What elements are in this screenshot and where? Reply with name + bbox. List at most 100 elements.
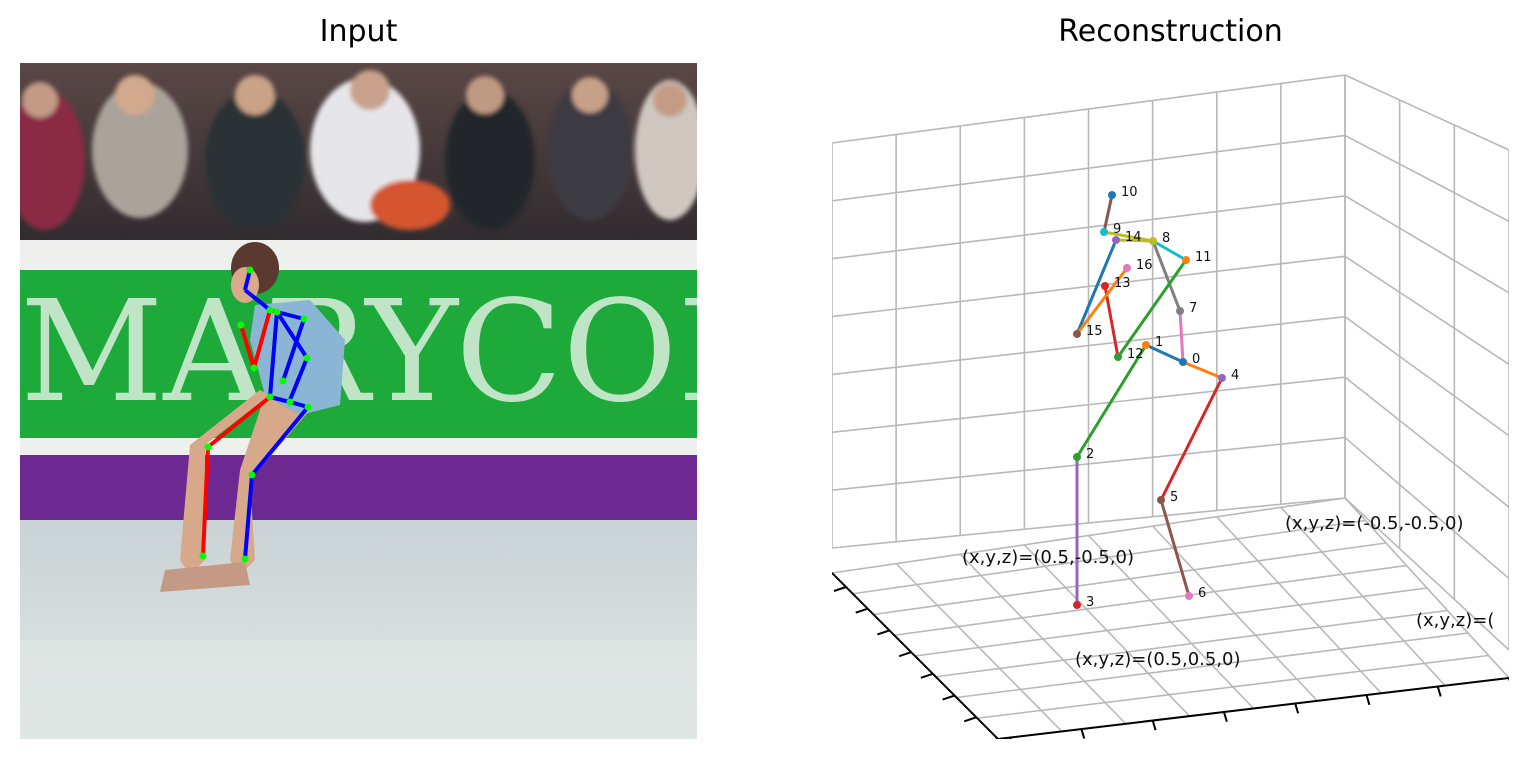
axis-tick <box>833 586 847 592</box>
skeleton-bones <box>1075 193 1224 607</box>
corner-label-back: (x,y,z)=(-0.5,-0.5,0) <box>1285 513 1464 534</box>
grid-line <box>1344 497 1509 679</box>
input-panel-title: Input <box>319 14 398 49</box>
grid-line <box>1280 506 1446 687</box>
joint-label-8: 8 <box>1162 231 1170 246</box>
skeleton-joint-11 <box>1182 256 1190 264</box>
bottom-axis-line <box>997 677 1509 739</box>
skeleton-joint-7 <box>1176 307 1184 315</box>
skeleton-bone-9-10 <box>1102 193 1114 234</box>
grid-line <box>1344 74 1509 151</box>
joint-label-7: 7 <box>1189 301 1197 316</box>
skeleton-joint-4 <box>1218 374 1226 382</box>
joint-label-14: 14 <box>1125 230 1142 245</box>
axis-tick <box>994 738 998 739</box>
joint-label-12: 12 <box>1127 347 1144 362</box>
joint-label-0: 0 <box>1192 352 1200 367</box>
grid-line <box>1344 134 1509 223</box>
corner-labels: (x,y,z)=(0.5,-0.5,0) (x,y,z)=(-0.5,-0.5,… <box>962 513 1494 670</box>
input-photo: MARYCOH <box>20 63 800 739</box>
skeleton-joint-15 <box>1073 330 1081 338</box>
skeleton-bone-0-7 <box>1178 309 1185 364</box>
banner-text: MARYCOH <box>20 271 800 434</box>
purple-stripe <box>20 455 697 525</box>
joint-label-1: 1 <box>1155 335 1163 350</box>
joint-label-11: 11 <box>1195 250 1212 265</box>
axis-tick <box>1508 678 1509 682</box>
joint-label-10: 10 <box>1121 185 1138 200</box>
grid-line <box>1087 534 1255 710</box>
grid-line <box>1344 255 1509 365</box>
skeleton-bone-12-13 <box>1103 284 1120 359</box>
joint-label-3: 3 <box>1086 595 1094 610</box>
axis-tick <box>877 629 890 636</box>
skeleton-bone-11-12 <box>1116 258 1188 359</box>
joint-label-13: 13 <box>1114 276 1131 291</box>
skeleton-bone-14-15 <box>1075 238 1118 336</box>
axis-tick <box>1365 694 1371 706</box>
grid-line <box>1344 316 1509 437</box>
axis-tick <box>1436 686 1442 697</box>
green-banner <box>20 270 697 438</box>
grid-line <box>832 497 1346 549</box>
grid-line <box>832 74 1346 144</box>
grid-line <box>959 553 1127 725</box>
skeleton-bone-7-8 <box>1151 239 1182 313</box>
grid-line <box>1023 544 1191 717</box>
skeleton-joint-14 <box>1112 236 1120 244</box>
axis-tick <box>942 694 955 701</box>
skeleton-bone-0-1 <box>1144 343 1185 364</box>
skeleton-joint-3 <box>1073 601 1081 609</box>
skeleton-bone-15-16 <box>1075 266 1129 336</box>
skeleton-bone-5-6 <box>1159 498 1191 598</box>
skeleton-bone-8-11 <box>1151 239 1188 262</box>
skeleton-joint-8 <box>1149 237 1157 245</box>
axis-tick <box>1009 736 1012 739</box>
grid-line <box>1344 436 1509 580</box>
skeleton-joint-12 <box>1114 353 1122 361</box>
grid-lines <box>832 74 1509 739</box>
reconstruction-panel-title: Reconstruction <box>1058 14 1283 49</box>
axis-tick <box>920 672 934 679</box>
skeleton-joint-0 <box>1179 358 1187 366</box>
skeleton-joint-1 <box>1142 341 1150 349</box>
skeleton-joints <box>1073 191 1226 609</box>
ice-logo-area <box>20 640 697 739</box>
grid-line <box>832 255 1346 318</box>
skeleton-bone-0-4 <box>1181 360 1224 380</box>
axis-tick <box>855 607 869 614</box>
grid-line <box>832 195 1346 260</box>
grid-line <box>832 436 1346 491</box>
grid-line <box>832 315 1346 376</box>
skeleton-joint-13 <box>1101 282 1109 290</box>
joint-label-2: 2 <box>1086 447 1094 462</box>
skeleton-bone-8-14 <box>1114 238 1155 243</box>
skeleton-joint-2 <box>1073 453 1081 461</box>
skeleton-joint-9 <box>1100 228 1108 236</box>
skeleton-bone-4-5 <box>1159 376 1224 502</box>
grid-line <box>1344 195 1509 294</box>
corner-label-front: (x,y,z)=(0.5,0.5,0) <box>1075 649 1241 670</box>
joint-label-15: 15 <box>1086 324 1103 339</box>
joint-label-6: 6 <box>1198 586 1206 601</box>
grid-line <box>832 134 1346 202</box>
joint-label-4: 4 <box>1231 368 1239 383</box>
grid-line <box>895 563 1063 732</box>
corner-label-front-left: (x,y,z)=(0.5,-0.5,0) <box>962 547 1134 568</box>
skeleton-joint-6 <box>1185 592 1193 600</box>
skeleton-joint-10 <box>1108 191 1116 199</box>
grid-line <box>1216 516 1382 694</box>
joint-label-16: 16 <box>1136 258 1153 273</box>
grid-line <box>1344 497 1509 651</box>
axis-tick <box>1294 702 1300 714</box>
grid-line <box>1344 376 1509 508</box>
front-axis-line <box>832 572 999 739</box>
skeleton-joint-16 <box>1123 264 1131 272</box>
joint-label-9: 9 <box>1113 222 1121 237</box>
grid-line <box>832 376 1346 434</box>
crowd-figures <box>20 70 697 230</box>
input-skeleton <box>199 266 312 563</box>
